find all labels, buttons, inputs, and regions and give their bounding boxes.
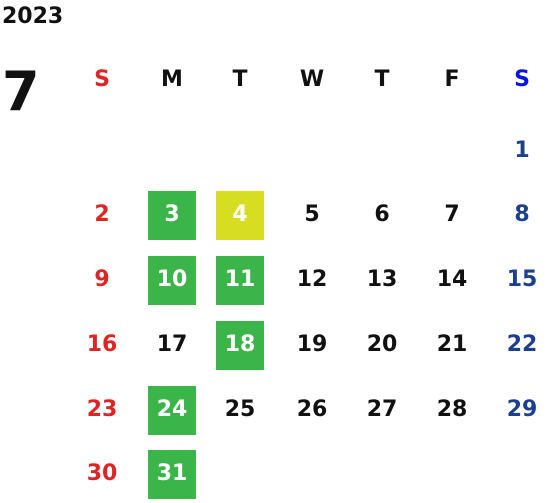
day: 9 [94, 267, 110, 292]
day: 17 [156, 332, 188, 357]
day: 21 [436, 332, 468, 357]
day: 31 [156, 461, 188, 486]
day-highlight [148, 386, 196, 435]
day: 28 [436, 397, 468, 422]
day: 12 [296, 267, 328, 292]
day: 11 [224, 267, 256, 292]
year: 2023 [2, 4, 64, 29]
day: 24 [156, 397, 188, 422]
day: 8 [514, 202, 530, 227]
day-highlight [216, 321, 264, 370]
day: 25 [224, 397, 256, 422]
month: 7 [2, 60, 40, 123]
day-highlight [148, 450, 196, 499]
day-highlight [216, 256, 264, 305]
day: 13 [366, 267, 398, 292]
day: 20 [366, 332, 398, 357]
day: 7 [444, 202, 460, 227]
day-highlight [216, 191, 264, 240]
weekday-label: M [161, 67, 183, 92]
day: 23 [86, 397, 118, 422]
weekday-label: T [374, 67, 390, 92]
day: 14 [436, 267, 468, 292]
day-highlight [148, 191, 196, 240]
day-highlight [148, 256, 196, 305]
day: 22 [506, 332, 538, 357]
day: 3 [164, 202, 180, 227]
day: 10 [156, 267, 188, 292]
day: 4 [232, 202, 248, 227]
weekday-label: F [444, 67, 460, 92]
day: 6 [374, 202, 390, 227]
day: 1 [514, 138, 530, 163]
day: 16 [86, 332, 118, 357]
weekday-label: T [232, 67, 248, 92]
weekday-label: S [94, 67, 110, 92]
day: 26 [296, 397, 328, 422]
day: 2 [94, 202, 110, 227]
day: 18 [224, 332, 256, 357]
day: 30 [86, 461, 118, 486]
day: 27 [366, 397, 398, 422]
weekday-label: W [299, 67, 325, 92]
weekday-label: S [514, 67, 530, 92]
day: 29 [506, 397, 538, 422]
day: 5 [304, 202, 320, 227]
day: 15 [506, 267, 538, 292]
day: 19 [296, 332, 328, 357]
